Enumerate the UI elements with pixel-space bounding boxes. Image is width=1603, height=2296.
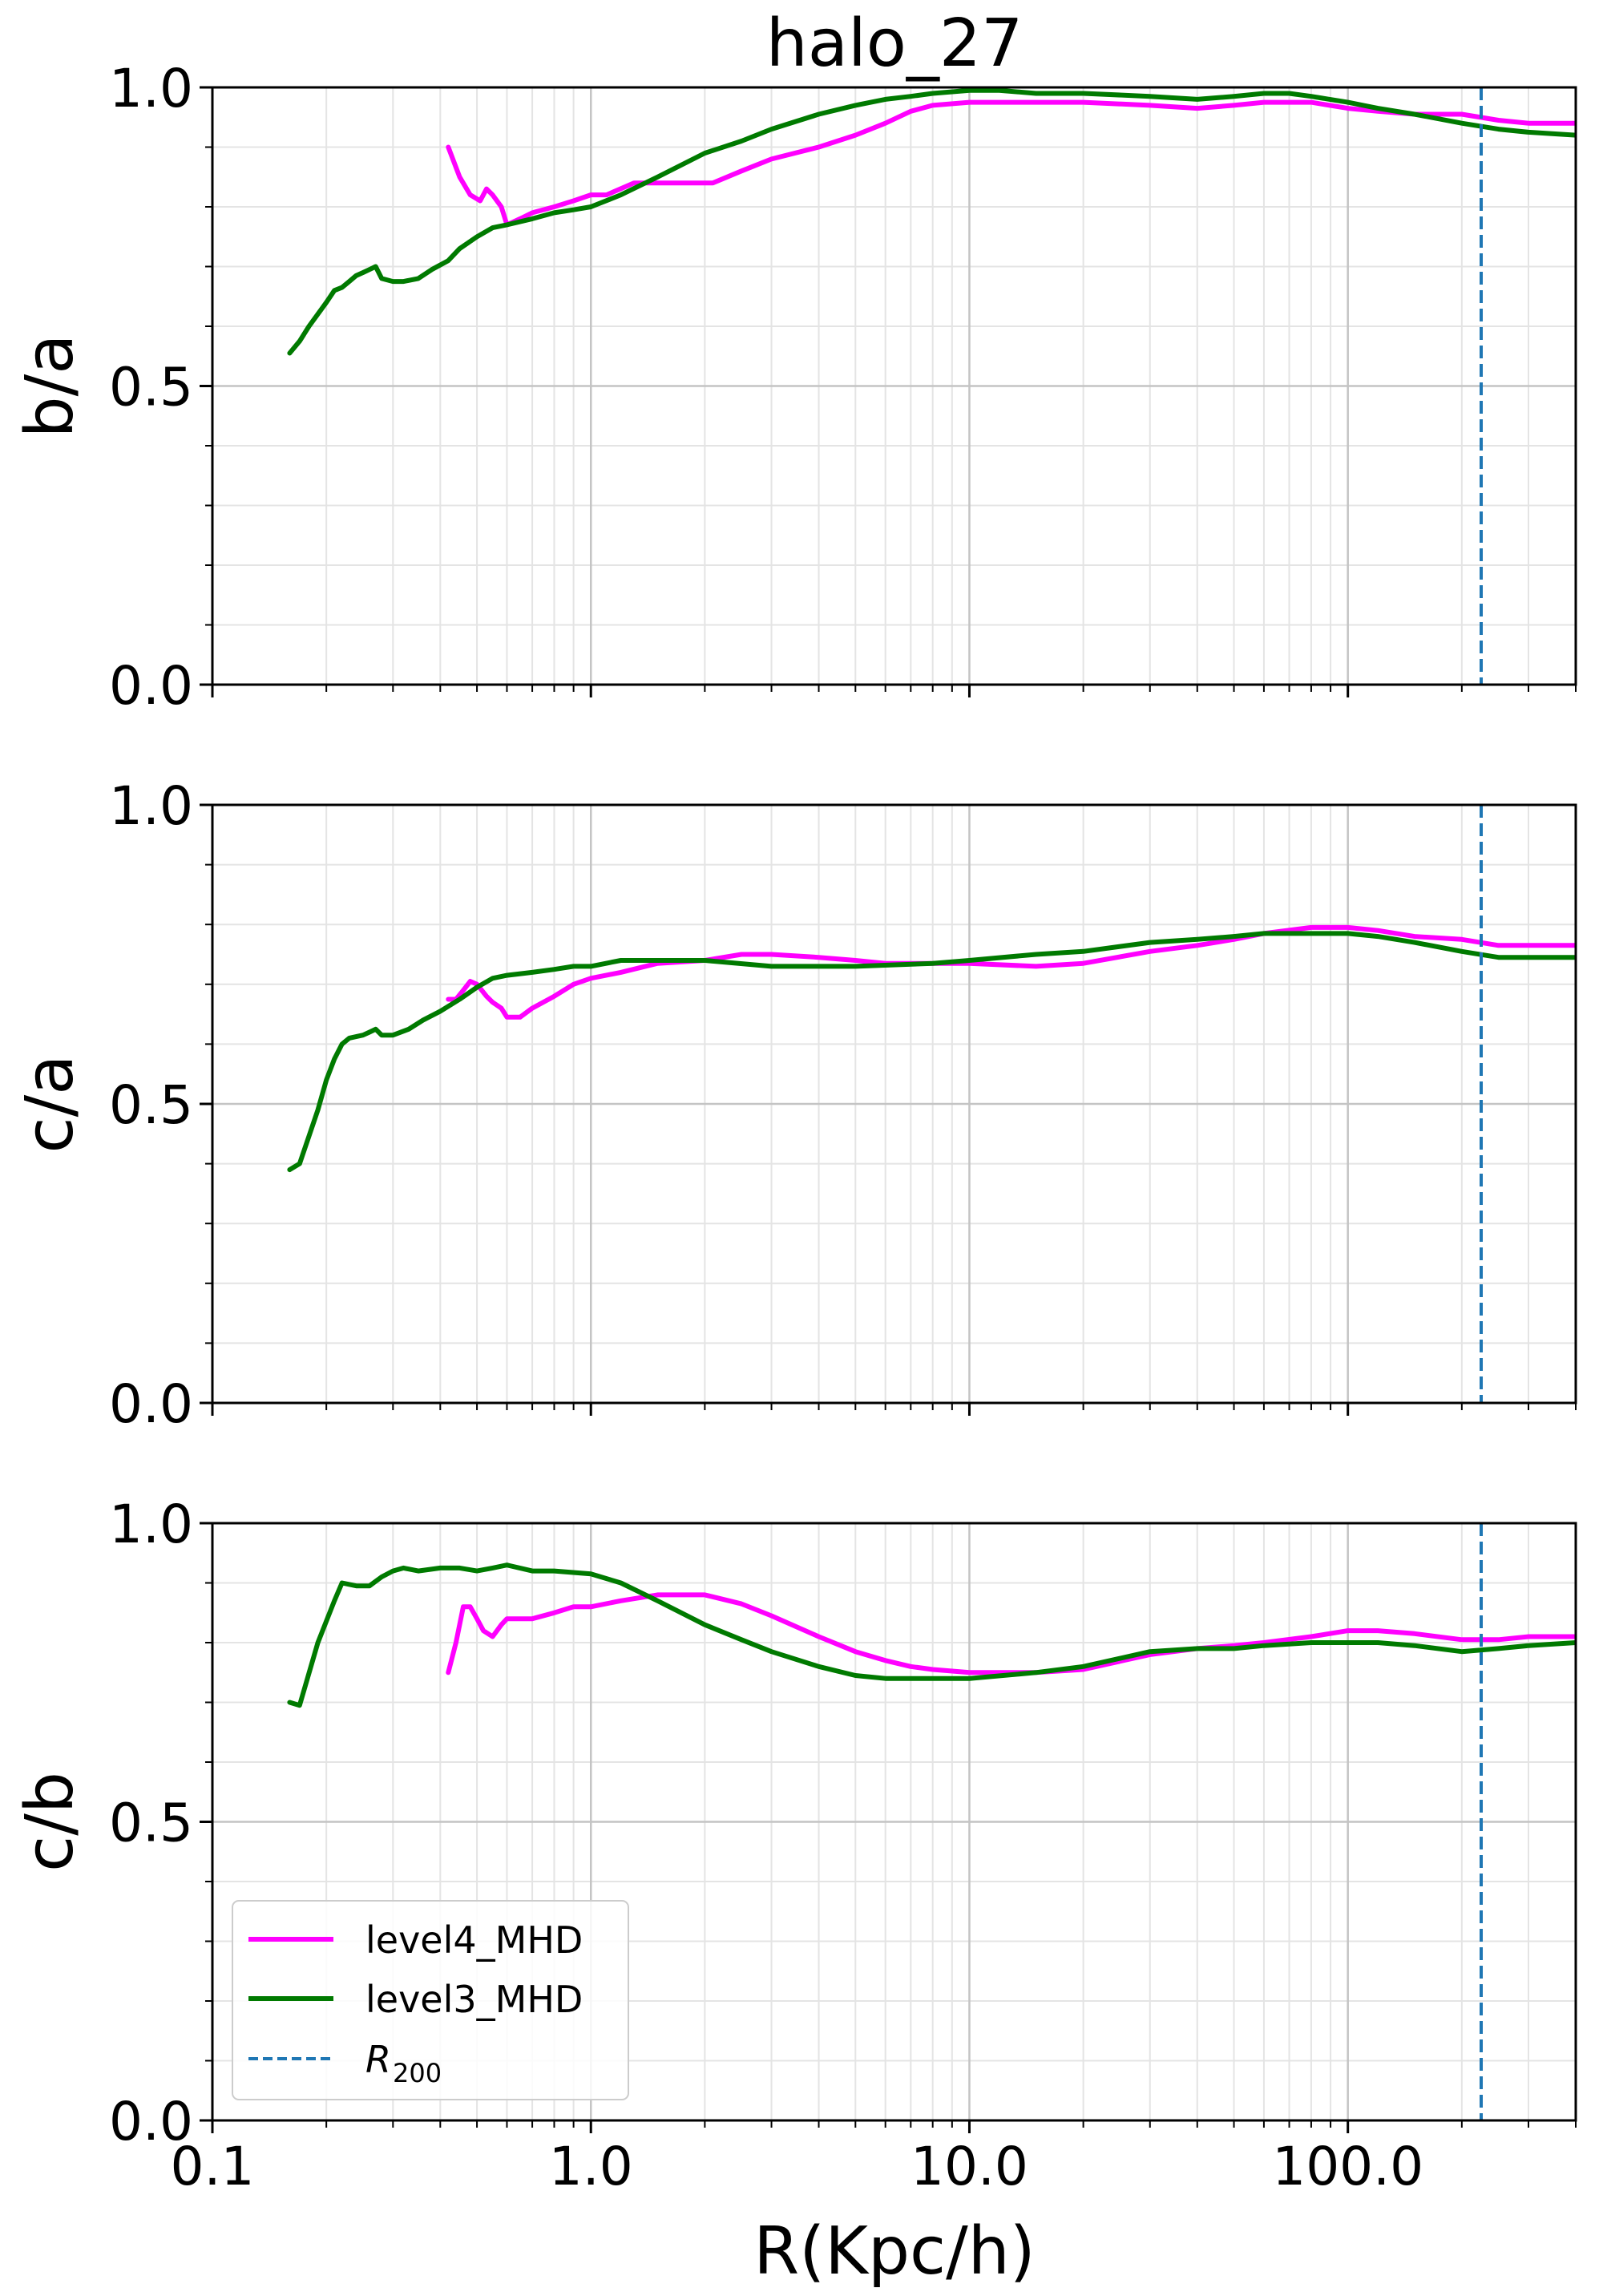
x-tick-label: 0.1 [171,2136,255,2197]
x-tick-label: 1.0 [549,2136,633,2197]
panel-c-b: 0.1 1.0 10.0 100.00.00.51.0c/blevel4_MHDlev… [12,1494,1577,2197]
legend-box [232,1900,629,2100]
y-axis-label: c/a [12,1055,88,1154]
x-axis-label: R(Kpc/h) [753,2213,1035,2290]
y-tick-label: 0.0 [109,655,193,717]
panel-b-a: 0.0 0.5 1.0 b/a [12,58,1577,717]
panel-c-a: 0.0 0.5 1.0 c/a [12,775,1577,1435]
plot-area [287,1523,1576,2120]
y-tick-label: 0.5 [109,357,193,418]
y-tick-label: 0.5 [109,1793,193,1854]
y-tick-label: 0.0 [109,2091,193,2152]
plot-area [287,805,1576,1403]
panel-frame [211,1522,1577,2122]
legend-label-r200: R [365,2038,391,2081]
series-line-level3 [287,931,1576,1173]
y-tick-label: 1.0 [109,58,193,119]
series-line-level4 [446,99,1576,228]
y-tick-label: 0.5 [109,1074,193,1136]
y-tick-label: 1.0 [109,1494,193,1555]
chart-title: halo_27 [766,6,1024,82]
y-axis-label: b/a [12,334,88,439]
series-line-level4 [446,1592,1576,1676]
chart-panels: 0.00.51.0b/a0.00.51.0c/a0.1 1.0 10.0 100.00… [12,58,1577,2197]
y-tick-label: 1.0 [109,775,193,837]
panel-frame [211,86,1577,686]
y-tick-label: 0.0 [109,1373,193,1435]
legend-label-r200-subscript: 200 [393,2058,442,2088]
series-line-level3 [287,87,1576,356]
legend-label-level4: level4_MHD [365,1918,583,1962]
x-tick-label: 10.0 [911,2136,1028,2197]
plot-area [287,87,1576,685]
series-line-level4 [446,924,1576,1020]
x-tick-label: 100.0 [1272,2136,1423,2197]
y-axis-label: c/b [12,1772,88,1872]
legend: level4_MHD level3_MHD R 200 [232,1900,629,2100]
panel-frame [211,803,1577,1405]
series-line-level3 [287,1562,1576,1708]
legend-label-level3: level3_MHD [365,1978,583,2021]
